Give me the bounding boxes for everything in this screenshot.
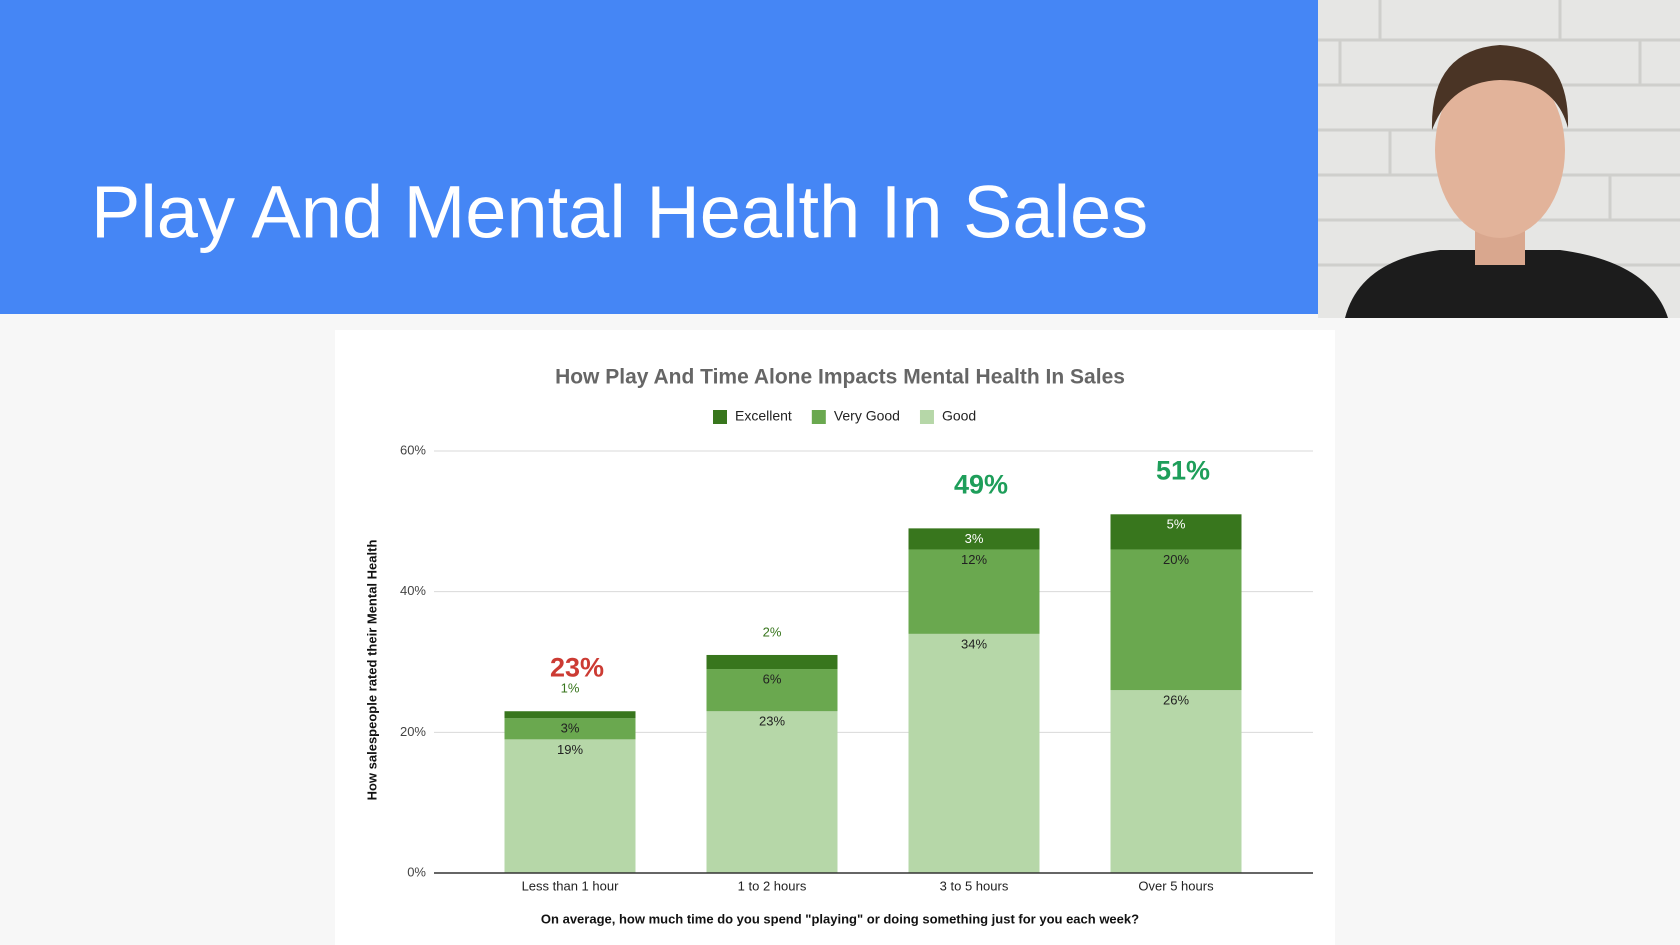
data-label: 23% bbox=[759, 714, 785, 729]
header-band bbox=[0, 0, 1318, 314]
x-tick-label: Over 5 hours bbox=[1138, 878, 1214, 893]
data-label: 12% bbox=[961, 552, 987, 567]
data-label: 3% bbox=[965, 531, 984, 546]
data-label: 19% bbox=[557, 742, 583, 757]
data-label: 20% bbox=[1163, 552, 1189, 567]
x-tick-label: Less than 1 hour bbox=[522, 878, 620, 893]
total-annotation: 49% bbox=[954, 469, 1008, 499]
data-label: 2% bbox=[763, 624, 782, 639]
bar-segment bbox=[908, 633, 1040, 873]
bar-segment bbox=[1110, 514, 1242, 550]
legend-label: Very Good bbox=[834, 408, 900, 424]
hair bbox=[1431, 45, 1569, 130]
legend-label: Good bbox=[942, 408, 976, 424]
y-tick-label: 40% bbox=[400, 583, 426, 598]
bar-segment bbox=[504, 739, 636, 873]
total-annotation: 23% bbox=[550, 652, 604, 682]
legend-swatch bbox=[919, 410, 934, 424]
data-label: 6% bbox=[763, 671, 782, 686]
legend-label: Excellent bbox=[735, 408, 792, 424]
chart-title: How Play And Time Alone Impacts Mental H… bbox=[555, 366, 1125, 389]
data-label: 26% bbox=[1163, 693, 1189, 708]
y-tick-label: 0% bbox=[407, 864, 426, 879]
data-label: 3% bbox=[561, 721, 580, 736]
bar-segment bbox=[908, 528, 1040, 550]
x-tick-label: 3 to 5 hours bbox=[940, 878, 1009, 893]
y-tick-label: 20% bbox=[400, 724, 426, 739]
bar-segment bbox=[1110, 549, 1242, 691]
bar-segment bbox=[504, 718, 636, 740]
bar-segment bbox=[504, 711, 636, 719]
bar-segment bbox=[1110, 690, 1242, 873]
y-axis-title: How salespeople rated their Mental Healt… bbox=[364, 540, 379, 801]
legend-swatch bbox=[713, 410, 727, 424]
y-tick-label: 60% bbox=[400, 442, 426, 457]
webcam bbox=[1318, 0, 1680, 318]
shirt bbox=[1345, 250, 1668, 318]
bar-segment bbox=[706, 669, 838, 712]
slide-title: Play And Mental Health In Sales bbox=[91, 171, 1148, 254]
x-axis-title: On average, how much time do you spend "… bbox=[541, 911, 1139, 926]
face bbox=[1435, 62, 1565, 238]
total-annotation: 51% bbox=[1156, 455, 1210, 485]
data-label: 34% bbox=[961, 636, 987, 651]
data-label: 5% bbox=[1167, 517, 1186, 532]
data-label: 1% bbox=[561, 681, 580, 696]
bar-segment bbox=[706, 654, 838, 670]
legend-swatch bbox=[811, 410, 826, 424]
bar-segment bbox=[908, 549, 1040, 634]
x-tick-label: 1 to 2 hours bbox=[738, 878, 807, 893]
bar-segment bbox=[706, 711, 838, 873]
